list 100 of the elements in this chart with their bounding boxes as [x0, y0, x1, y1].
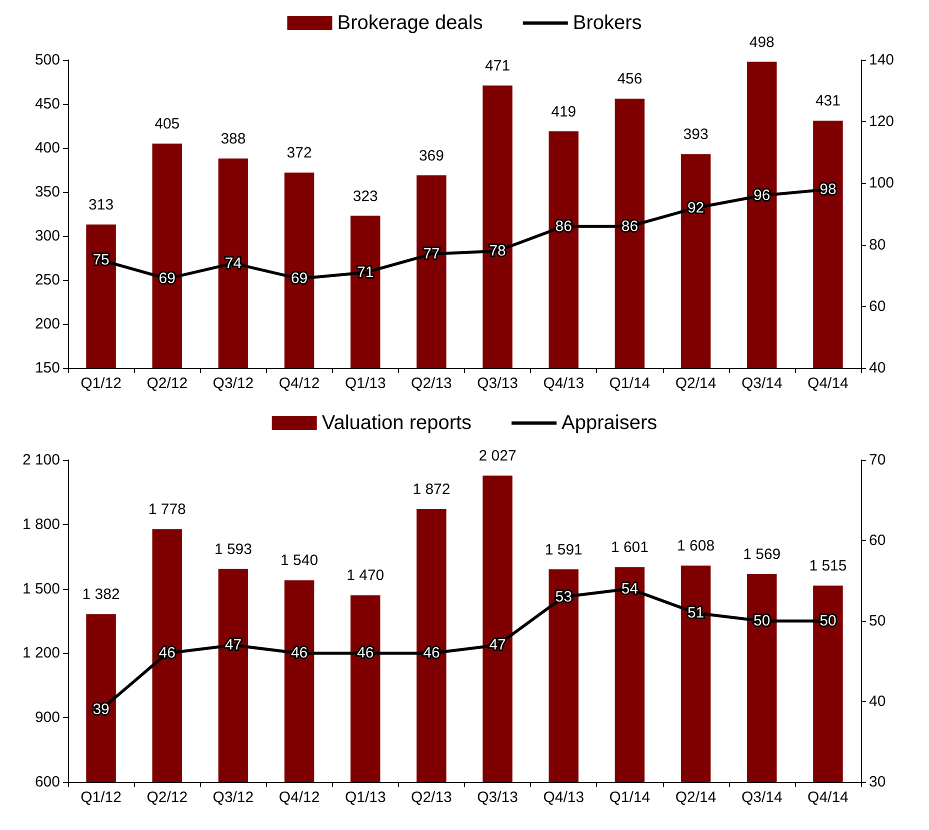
y-tick-label: 1 800 [22, 516, 60, 533]
data-label: 1 601 [610, 539, 648, 556]
data-label: 1 470 [346, 567, 384, 584]
data-label: 46 [357, 644, 374, 662]
y-tick-label: 300 [34, 228, 60, 244]
data-label: 431 [815, 92, 840, 110]
legend-label: Valuation reports [322, 412, 472, 434]
y2-tick-label: 100 [869, 174, 894, 192]
y-tick-label: 400 [34, 140, 60, 156]
data-label: 419 [551, 103, 576, 120]
x-tick-label: Q2/14 [675, 375, 716, 392]
x-tick-label: Q3/13 [477, 789, 518, 806]
x-tick-label: Q3/12 [212, 789, 254, 806]
x-tick-label: Q3/14 [741, 789, 782, 806]
x-tick-label: Q3/14 [741, 375, 782, 392]
data-label: 323 [352, 188, 378, 205]
x-tick-label: Q1/14 [609, 375, 650, 392]
y-tick-label: 1 500 [22, 580, 60, 598]
data-label: 71 [357, 264, 374, 282]
data-label: 69 [158, 270, 176, 288]
y-tick-label: 200 [34, 316, 60, 332]
y-tick-label: 250 [34, 272, 60, 288]
data-label: 50 [820, 612, 836, 630]
data-label: 456 [617, 70, 642, 88]
x-tick-label: Q4/12 [278, 375, 320, 392]
x-tick-label: Q4/13 [543, 789, 584, 806]
data-label: 1 569 [743, 546, 781, 563]
y-tick-label: 2 100 [22, 452, 60, 468]
data-label: 313 [88, 196, 114, 214]
data-label: 1 515 [809, 558, 847, 575]
y2-tick-label: 120 [869, 113, 894, 130]
data-label: 405 [154, 116, 180, 133]
data-label: 53 [555, 588, 572, 606]
data-label: 2 027 [478, 448, 516, 465]
x-tick-label: Q1/13 [344, 375, 386, 392]
data-label: 46 [158, 644, 176, 662]
x-tick-label: Q1/12 [80, 789, 122, 806]
data-label: 369 [418, 147, 444, 164]
data-label: 96 [754, 187, 770, 204]
data-label: 50 [754, 612, 770, 630]
legend-label: Brokers [572, 12, 642, 34]
y2-tick-label: 80 [869, 236, 886, 254]
data-label: 1 778 [148, 501, 186, 518]
data-label: 471 [485, 58, 510, 75]
data-label: 1 540 [280, 552, 318, 570]
data-label: 1 608 [677, 538, 715, 555]
x-tick-label: Q2/14 [675, 789, 716, 806]
legend-label: Appraisers [562, 412, 658, 434]
x-tick-label: Q1/13 [344, 789, 386, 806]
data-label: 77 [423, 246, 440, 263]
x-tick-label: Q2/13 [411, 375, 452, 392]
data-label: 39 [92, 701, 110, 718]
x-tick-label: Q4/14 [808, 789, 848, 806]
data-label: 393 [683, 126, 708, 144]
x-tick-label: Q4/12 [278, 789, 320, 806]
data-label: 98 [820, 180, 836, 198]
data-label: 47 [224, 636, 242, 654]
y-tick-label: 350 [34, 184, 60, 200]
y-tick-label: 150 [34, 360, 60, 376]
x-tick-label: Q2/13 [411, 789, 452, 806]
data-label: 1 591 [544, 541, 582, 558]
data-label: 1 593 [214, 540, 252, 558]
x-tick-label: Q3/12 [212, 375, 254, 392]
x-tick-label: Q2/12 [146, 789, 188, 806]
y2-tick-label: 30 [869, 774, 886, 790]
y2-tick-label: 40 [869, 360, 886, 376]
data-label: 74 [224, 254, 242, 272]
data-label: 47 [489, 636, 506, 654]
y2-tick-label: 40 [869, 693, 886, 710]
x-tick-label: Q4/14 [808, 375, 848, 392]
y-tick-label: 1 200 [22, 644, 60, 662]
y-tick-label: 500 [34, 52, 60, 68]
x-tick-label: Q2/12 [146, 375, 188, 392]
data-label: 86 [621, 218, 638, 235]
data-label: 75 [92, 252, 110, 269]
data-label: 1 872 [412, 480, 450, 498]
data-label: 46 [290, 644, 308, 662]
data-label: 86 [555, 218, 572, 235]
data-label: 372 [286, 144, 312, 162]
data-label: 498 [749, 34, 774, 51]
data-label: 1 382 [82, 586, 120, 604]
y2-tick-label: 70 [869, 452, 886, 468]
y-tick-label: 900 [34, 709, 60, 726]
data-label: 92 [687, 199, 704, 216]
data-label: 51 [687, 604, 704, 622]
data-label: 54 [621, 580, 638, 598]
legend-label: Brokerage deals [337, 12, 483, 34]
y2-tick-label: 60 [869, 298, 886, 315]
y2-tick-label: 140 [869, 52, 894, 68]
data-label: 46 [423, 644, 440, 662]
x-tick-label: Q1/14 [609, 789, 650, 806]
x-tick-label: Q4/13 [543, 375, 584, 392]
x-tick-label: Q3/13 [477, 375, 518, 392]
x-tick-label: Q1/12 [80, 375, 122, 392]
y2-tick-label: 60 [869, 532, 886, 549]
data-label: 78 [489, 242, 506, 260]
y-tick-label: 600 [34, 774, 60, 790]
y2-tick-label: 50 [869, 612, 886, 630]
y-tick-label: 450 [34, 96, 60, 112]
data-label: 69 [290, 270, 308, 288]
